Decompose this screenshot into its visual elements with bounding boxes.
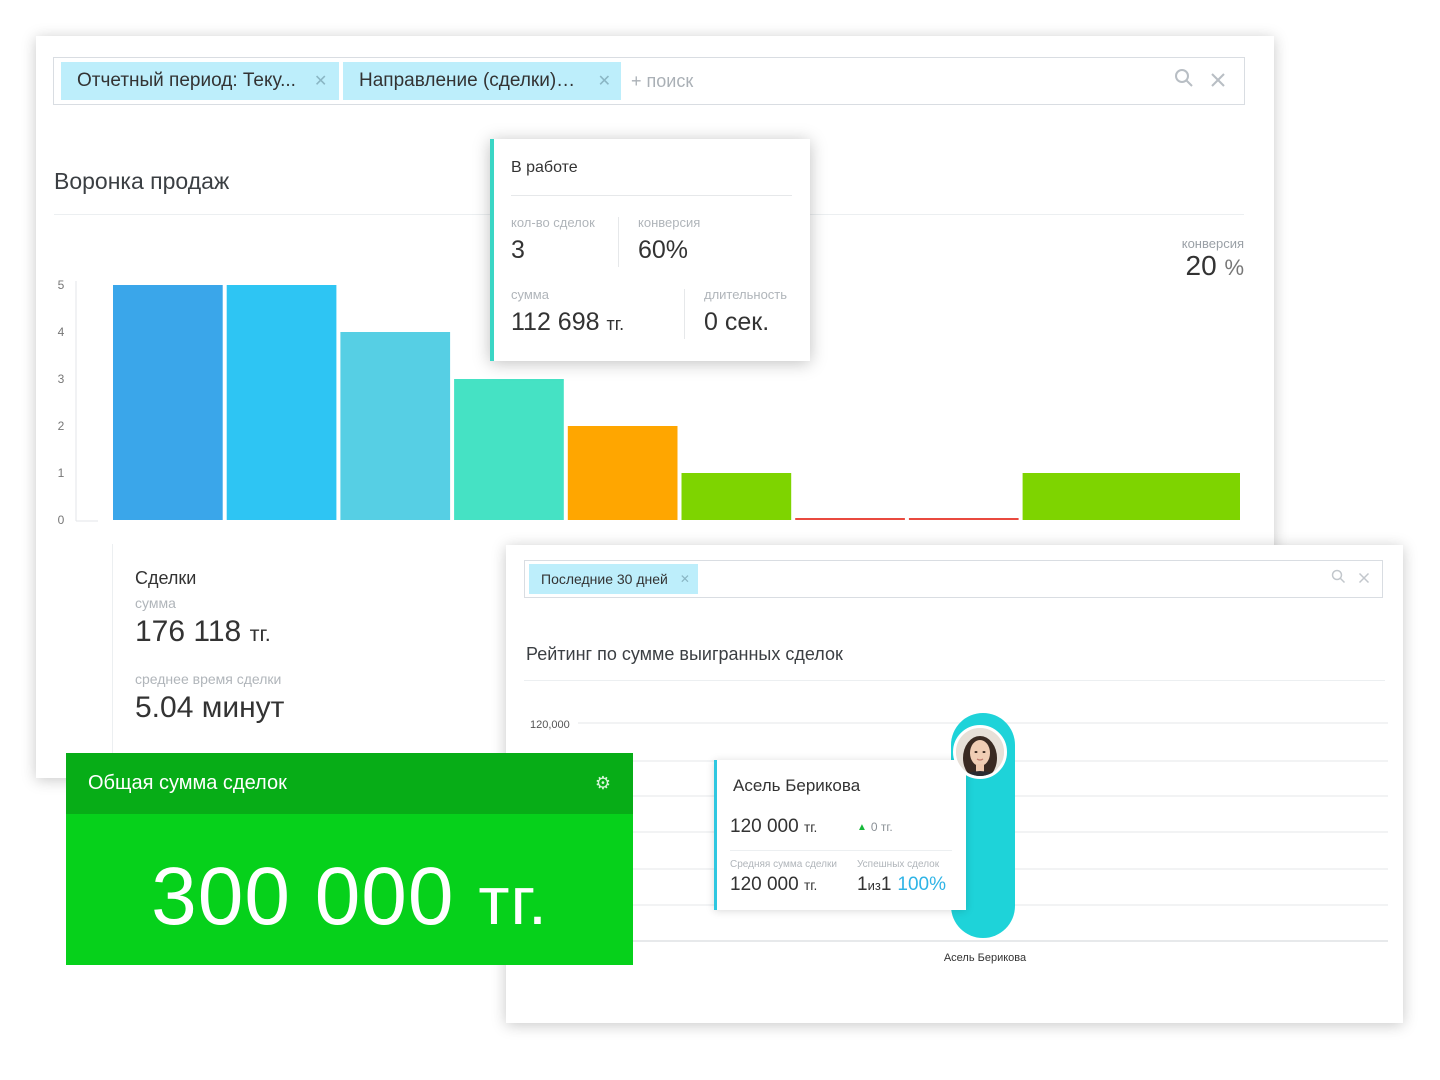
tooltip-conversion: конверсия 60% xyxy=(638,215,700,265)
currency-label: тг. xyxy=(606,314,625,334)
divider xyxy=(524,680,1385,681)
divider xyxy=(618,217,619,267)
triangle-up-icon: ▲ xyxy=(857,821,867,833)
funnel-filter-bar[interactable]: Отчетный период: Теку... ✕ Направление (… xyxy=(53,57,1245,105)
count-value: 3 xyxy=(511,236,525,264)
duration-value: 0 сек. xyxy=(704,308,770,336)
total-widget-header: Общая сумма сделок ⚙ xyxy=(66,753,633,814)
filter-chip-period[interactable]: Отчетный период: Теку... ✕ xyxy=(61,62,339,100)
search-icon[interactable] xyxy=(1174,68,1194,94)
funnel-bar-chart: 0 1 2 3 4 5 xyxy=(58,278,1240,527)
filter-bar-icons xyxy=(1331,569,1382,589)
divider xyxy=(684,289,685,339)
rating-filter-bar[interactable]: Последние 30 дней ✕ xyxy=(524,560,1383,598)
y-tick-label: 4 xyxy=(58,325,65,339)
filter-chip-label: Последние 30 дней xyxy=(541,571,668,587)
employee-amount: 120 000 тг. xyxy=(730,816,817,838)
filter-chip-last-30-days[interactable]: Последние 30 дней ✕ xyxy=(529,564,698,594)
conversion-label: конверсия xyxy=(638,215,701,230)
rating-title: Рейтинг по сумме выигранных сделок xyxy=(526,644,843,664)
currency-label: тг. xyxy=(803,878,818,893)
conversion-value: 60% xyxy=(638,236,689,264)
search-icon[interactable] xyxy=(1331,569,1346,589)
y-tick-label: 3 xyxy=(58,372,65,386)
count-label: кол-во сделок xyxy=(511,215,595,230)
chip-remove-icon[interactable]: ✕ xyxy=(313,73,328,90)
rating-panel: Последние 30 дней ✕ Рейтинг по сумме выи… xyxy=(506,545,1403,1023)
funnel-bar xyxy=(1022,473,1240,520)
amount-number: 120 000 xyxy=(730,816,799,837)
success-of: из xyxy=(867,878,881,893)
funnel-bar xyxy=(113,285,223,520)
avatar[interactable] xyxy=(953,725,1007,779)
y-tick-label: 2 xyxy=(58,419,65,433)
avg-time-label: среднее время сделки xyxy=(135,671,282,687)
tooltip-count: кол-во сделок 3 xyxy=(511,215,595,265)
conversion-label: конверсия xyxy=(1181,236,1244,251)
funnel-bar xyxy=(454,379,564,520)
deals-sum-label: сумма xyxy=(135,595,176,611)
filter-chip-label: Отчетный период: Теку... xyxy=(77,70,296,91)
tooltip-title: В работе xyxy=(511,159,578,176)
success-won: 1 xyxy=(857,874,868,895)
amount-delta: ▲ 0 тг. xyxy=(857,820,893,834)
conversion-value: 20 % xyxy=(1186,250,1245,282)
y-tick-label: 1 xyxy=(58,466,65,480)
stage-tooltip: В работе кол-во сделок 3 конверсия 60% с… xyxy=(490,139,810,361)
avg-deal-label: Средняя сумма сделки xyxy=(730,859,837,870)
funnel-bar xyxy=(567,426,678,520)
filter-chip-label: Направление (сделки): ... xyxy=(359,70,580,91)
add-search-input[interactable]: + поиск xyxy=(631,70,694,91)
sum-label: сумма xyxy=(511,287,549,302)
deals-sum-number: 176 118 xyxy=(135,615,242,648)
chip-remove-icon[interactable]: ✕ xyxy=(597,73,611,90)
funnel-bar xyxy=(340,332,451,520)
filter-chip-direction[interactable]: Направление (сделки): ... ✕ xyxy=(343,62,621,100)
y-tick-label: 5 xyxy=(58,278,65,292)
gear-icon[interactable]: ⚙ xyxy=(594,773,611,793)
close-icon[interactable] xyxy=(1358,569,1370,589)
avg-time-value: 5.04 минут xyxy=(135,691,285,724)
conversion-unit: % xyxy=(1224,255,1244,280)
conversion-number: 20 xyxy=(1185,250,1217,281)
close-icon[interactable] xyxy=(1210,68,1226,94)
chip-remove-icon[interactable]: ✕ xyxy=(679,572,690,586)
tooltip-duration: длительность 0 сек. xyxy=(704,287,787,337)
deals-summary: Сделки сумма 176 118 тг. среднее время с… xyxy=(112,544,512,774)
filter-bar-icons xyxy=(1174,68,1244,94)
sum-value: 112 698 тг. xyxy=(511,308,624,337)
currency-label: тг. xyxy=(249,621,271,646)
avg-number: 120 000 xyxy=(730,874,799,895)
x-tick-label: Асель Берикова xyxy=(944,952,1027,964)
deals-sum-value: 176 118 тг. xyxy=(135,615,512,649)
funnel-bar xyxy=(908,518,1019,520)
y-tick-label: 0 xyxy=(58,513,65,527)
success-percent: 100% xyxy=(897,874,946,895)
success-total: 1 xyxy=(880,874,892,895)
deals-title: Сделки xyxy=(135,568,197,588)
total-number: 300 000 xyxy=(151,851,455,942)
divider xyxy=(730,850,952,851)
total-deals-widget: Общая сумма сделок ⚙ 300 000 тг. xyxy=(66,753,633,965)
currency-label: тг. xyxy=(803,820,818,835)
success-deals-value: 1из1 100% xyxy=(857,874,946,896)
employee-rating-card: Асель Берикова 120 000 тг. ▲ 0 тг. Средня… xyxy=(714,760,966,910)
funnel-title: Воронка продаж xyxy=(54,168,230,194)
avg-deal-value: 120 000 тг. xyxy=(730,874,817,896)
funnel-bar xyxy=(795,518,905,520)
duration-label: длительность xyxy=(704,287,788,302)
employee-name: Асель Берикова xyxy=(733,776,861,795)
currency-label: тг. xyxy=(478,863,548,939)
y-tick-label: 120,000 xyxy=(530,719,570,731)
total-widget-title: Общая сумма сделок xyxy=(88,772,287,794)
total-value: 300 000 тг. xyxy=(66,850,633,944)
success-deals-label: Успешных сделок xyxy=(857,859,940,870)
divider xyxy=(511,195,792,196)
funnel-bar xyxy=(681,473,792,520)
funnel-bar xyxy=(226,285,337,520)
sum-number: 112 698 xyxy=(511,308,600,336)
tooltip-sum: сумма 112 698 тг. xyxy=(511,287,624,337)
delta-value: 0 тг. xyxy=(870,820,893,834)
